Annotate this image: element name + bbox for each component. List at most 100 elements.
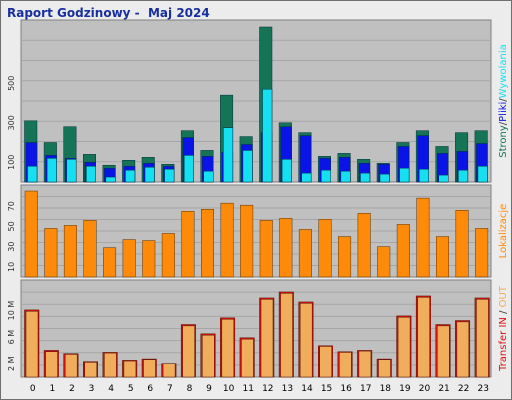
y-tick-label: 6 M — [7, 330, 16, 345]
hits-bar-wywolania-5 — [125, 169, 136, 183]
transfer-axis-label: Transfer IN / OUT — [498, 285, 509, 372]
lokalizacje-bar-lokalizacje-7 — [161, 233, 175, 278]
transfer-bar-out-21 — [437, 325, 450, 378]
x-tick-label-13: 13 — [282, 384, 293, 394]
x-tick-label-19: 19 — [399, 384, 411, 394]
x-tick-label-18: 18 — [380, 384, 392, 394]
lokalizacje-bar-lokalizacje-23 — [475, 228, 489, 278]
transfer-bar-out-13 — [280, 293, 293, 378]
x-tick-label-11: 11 — [242, 384, 253, 394]
hits-bar-wywolania-0 — [27, 165, 38, 183]
x-tick-label-10: 10 — [223, 384, 235, 394]
transfer-bar-out-5 — [123, 360, 137, 378]
lokalizacje-bar-lokalizacje-2 — [63, 225, 77, 278]
hits-bar-wywolania-12 — [262, 88, 273, 183]
x-tick-label-8: 8 — [187, 384, 193, 394]
hits-bar-wywolania-15 — [321, 169, 331, 183]
transfer-bar-out-20 — [417, 297, 430, 378]
transfer-bar-out-4 — [104, 352, 117, 378]
x-tick-label-1: 1 — [50, 384, 56, 394]
x-tick-label-16: 16 — [340, 384, 352, 394]
lokalizacje-panel: 10 30 50 70 Lokalizacje — [7, 184, 509, 278]
lokalizacje-bar-lokalizacje-10 — [220, 202, 234, 278]
transfer-bar-out-23 — [476, 299, 489, 378]
x-tick-label-5: 5 — [128, 384, 134, 394]
lokalizacje-bar-lokalizacje-0 — [24, 190, 38, 278]
hits-bar-wywolania-6 — [144, 166, 155, 183]
transfer-bar-out-19 — [397, 316, 411, 378]
transfer-bar-out-22 — [456, 321, 470, 378]
x-tick-label-14: 14 — [301, 384, 313, 394]
transfer-bar-out-14 — [299, 303, 313, 378]
transfer-bar-out-7 — [162, 363, 176, 378]
lokalizacje-bar-lokalizacje-13 — [279, 218, 293, 278]
x-tick-label-2: 2 — [69, 384, 75, 394]
x-tick-label-12: 12 — [262, 384, 273, 394]
lokalizacje-bar-lokalizacje-1 — [44, 228, 58, 278]
lokalizacje-bar-lokalizacje-17 — [357, 213, 371, 278]
transfer-bar-out-15 — [319, 346, 332, 378]
chart-title: Raport Godzinowy - Maj 2024 — [7, 6, 210, 20]
hits-bar-wywolania-9 — [203, 170, 214, 183]
lokalizacje-bar-lokalizacje-18 — [377, 246, 391, 278]
hits-bar-wywolania-8 — [183, 155, 194, 183]
lokalizacje-bar-lokalizacje-16 — [338, 236, 352, 278]
hits-bar-wywolania-11 — [242, 150, 253, 183]
hits-bar-wywolania-17 — [360, 172, 371, 183]
transfer-bar-out-1 — [45, 351, 58, 378]
lokalizacje-bar-lokalizacje-4 — [103, 247, 117, 278]
x-tick-label-0: 0 — [30, 384, 36, 394]
y-tick-label: 300 — [7, 115, 16, 130]
y-tick-label: 100 — [7, 155, 16, 170]
hits-bar-wywolania-14 — [301, 172, 312, 183]
y-tick-label: 70 — [7, 201, 16, 211]
transfer-bar-out-8 — [182, 325, 195, 378]
lokalizacje-bar-lokalizacje-15 — [318, 219, 332, 278]
x-tick-label-21: 21 — [438, 384, 449, 394]
hits-bar-wywolania-13 — [281, 159, 292, 183]
lokalizacje-axis-label: Lokalizacje — [498, 204, 509, 259]
transfer-bar-out-18 — [378, 359, 391, 378]
transfer-bar-out-0 — [25, 310, 39, 378]
hits-bar-wywolania-4 — [105, 176, 116, 183]
x-tick-label-9: 9 — [206, 384, 212, 394]
lokalizacje-bar-lokalizacje-8 — [181, 211, 195, 278]
hits-axis-label: Strony/Pliki/Wywolania — [498, 44, 509, 158]
lokalizacje-bar-lokalizacje-14 — [298, 229, 312, 278]
transfer-panel: 2 M 6 M 10 M Transfer IN / OUT — [7, 279, 509, 378]
transfer-bar-out-2 — [64, 354, 78, 378]
transfer-bar-out-11 — [241, 338, 254, 378]
hits-bar-wywolania-10 — [223, 127, 234, 183]
lokalizacje-bar-lokalizacje-22 — [455, 210, 469, 278]
hits-bar-wywolania-1 — [46, 158, 57, 183]
lokalizacje-bar-lokalizacje-11 — [240, 204, 254, 278]
y-tick-label: 50 — [7, 221, 16, 231]
lokalizacje-bar-lokalizacje-12 — [259, 220, 273, 278]
x-tick-label-20: 20 — [419, 384, 431, 394]
x-tick-label-23: 23 — [477, 384, 488, 394]
hits-bar-wywolania-3 — [86, 165, 96, 183]
y-tick-label: 10 — [7, 262, 16, 272]
lokalizacje-bar-lokalizacje-21 — [436, 236, 449, 278]
hits-bar-wywolania-18 — [379, 173, 390, 183]
hits-bar-wywolania-21 — [438, 174, 449, 183]
x-tick-label-15: 15 — [321, 384, 332, 394]
hits-bar-wywolania-19 — [399, 167, 410, 183]
x-tick-label-22: 22 — [458, 384, 469, 394]
hits-bar-wywolania-16 — [340, 170, 351, 183]
y-tick-label: 30 — [7, 242, 16, 252]
x-tick-label-4: 4 — [108, 384, 114, 394]
y-tick-label: 2 M — [7, 356, 16, 371]
transfer-bar-out-16 — [339, 352, 352, 378]
lokalizacje-bar-lokalizacje-5 — [122, 239, 136, 278]
transfer-bar-out-12 — [260, 299, 274, 378]
lokalizacje-bar-lokalizacje-19 — [396, 224, 410, 278]
transfer-bar-out-9 — [202, 334, 215, 378]
lokalizacje-bar-lokalizacje-20 — [416, 197, 430, 278]
hits-bar-wywolania-7 — [164, 168, 175, 183]
lokalizacje-bar-lokalizacje-3 — [83, 220, 97, 278]
transfer-bar-out-10 — [221, 318, 235, 378]
x-tick-label-17: 17 — [360, 384, 371, 394]
x-tick-label-3: 3 — [89, 384, 95, 394]
hits-bar-wywolania-22 — [458, 169, 469, 183]
